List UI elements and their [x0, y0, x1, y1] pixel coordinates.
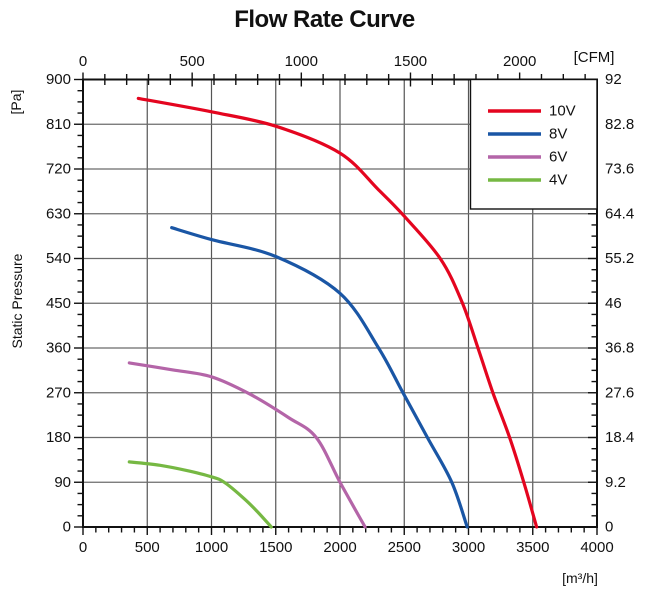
legend-label-4v: 4V: [549, 172, 567, 189]
y-left-tick-label: 630: [46, 205, 71, 222]
y-right-tick-label: 55.2: [605, 250, 634, 267]
gridlines: [83, 79, 597, 527]
x-bottom-tick-label: 3000: [452, 539, 485, 556]
legend: 10V 8V 6V 4V: [469, 78, 598, 210]
y-right-tick-label: 9.2: [605, 474, 626, 491]
y-left-tick-label: 450: [46, 295, 71, 312]
y-right-tick-label: 64.4: [605, 205, 634, 222]
legend-entry-4v: 4V: [488, 172, 567, 189]
x-top-tick-label: 2000: [503, 53, 536, 70]
x-bottom-tick-label: 500: [135, 539, 160, 556]
x-top-tick-label: 0: [79, 53, 87, 70]
curve-4v: [127, 460, 273, 529]
x-bottom-tick-label: 4000: [580, 539, 613, 556]
tick-labels: 0 500 1000 1500 2000 2500 3000 3500 4000 0 500 1000…: [46, 53, 634, 556]
legend-label-6v: 6V: [549, 149, 567, 166]
x-top-tick-label: 500: [180, 53, 205, 70]
y-right-tick-label: 82.8: [605, 116, 634, 133]
y-left-tick-label: 720: [46, 161, 71, 178]
axis-ticks: [74, 72, 598, 535]
curve-6v: [127, 361, 367, 529]
x-bottom-tick-label: 2500: [388, 539, 421, 556]
x-top-tick-label: 1500: [394, 53, 427, 70]
legend-entry-10v: 10V: [488, 103, 576, 120]
y-right-tick-label: 46: [605, 295, 622, 312]
y-right-tick-label: 73.6: [605, 161, 634, 178]
y-left-tick-label: 0: [63, 519, 71, 536]
legend-entry-8v: 8V: [488, 126, 567, 143]
x-top-tick-label: 1000: [285, 53, 318, 70]
legend-label-8v: 8V: [549, 126, 567, 143]
legend-box: [469, 78, 598, 210]
y-left-tick-label: 180: [46, 429, 71, 446]
y-left-tick-label: 270: [46, 384, 71, 401]
legend-entry-6v: 6V: [488, 149, 567, 166]
x-bottom-tick-label: 1500: [259, 539, 292, 556]
curve-8v: [170, 226, 469, 529]
y-right-tick-label: 18.4: [605, 429, 634, 446]
y-left-tick-label: 360: [46, 340, 71, 357]
y-right-tick-label: 92: [605, 71, 622, 88]
y-axis-title: Static Pressure: [9, 253, 25, 349]
x-bottom-tick-label: 0: [79, 539, 87, 556]
x-bottom-tick-label: 1000: [195, 539, 228, 556]
data-curves: [127, 96, 539, 529]
x-top-unit-label: [CFM]: [573, 49, 615, 66]
y-right-tick-label: 27.6: [605, 384, 634, 401]
y-right-tick-label: 0: [605, 519, 613, 536]
chart-title: Flow Rate Curve: [234, 6, 415, 33]
y-left-tick-label: 900: [46, 71, 71, 88]
x-bottom-tick-label: 2000: [323, 539, 356, 556]
y-left-tick-label: 810: [46, 116, 71, 133]
y-right-tick-label: 36.8: [605, 340, 634, 357]
legend-label-10v: 10V: [549, 103, 576, 120]
x-bottom-tick-label: 3500: [516, 539, 549, 556]
y-left-tick-label: 90: [54, 474, 71, 491]
x-bottom-unit-label: [m³/h]: [562, 570, 598, 586]
y-left-tick-label: 540: [46, 250, 71, 267]
curve-10v: [136, 96, 539, 529]
y-left-unit-label: [Pa]: [8, 89, 24, 115]
